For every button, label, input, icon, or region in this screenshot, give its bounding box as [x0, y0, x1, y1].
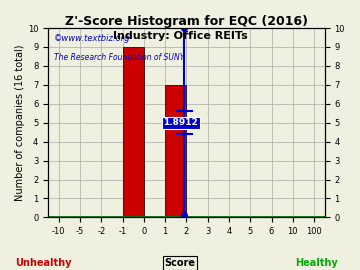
- Title: Z'-Score Histogram for EQC (2016): Z'-Score Histogram for EQC (2016): [65, 15, 308, 28]
- Bar: [122, 47, 144, 217]
- Text: Industry: Office REITs: Industry: Office REITs: [113, 31, 247, 41]
- Bar: [165, 85, 186, 217]
- Text: 1.8912: 1.8912: [163, 118, 198, 127]
- Text: ©www.textbiz.org: ©www.textbiz.org: [54, 34, 130, 43]
- Text: Healthy: Healthy: [296, 258, 338, 268]
- Text: Unhealthy: Unhealthy: [15, 258, 71, 268]
- Text: Score: Score: [165, 258, 195, 268]
- Y-axis label: Number of companies (16 total): Number of companies (16 total): [15, 45, 25, 201]
- Text: The Research Foundation of SUNY: The Research Foundation of SUNY: [54, 53, 184, 62]
